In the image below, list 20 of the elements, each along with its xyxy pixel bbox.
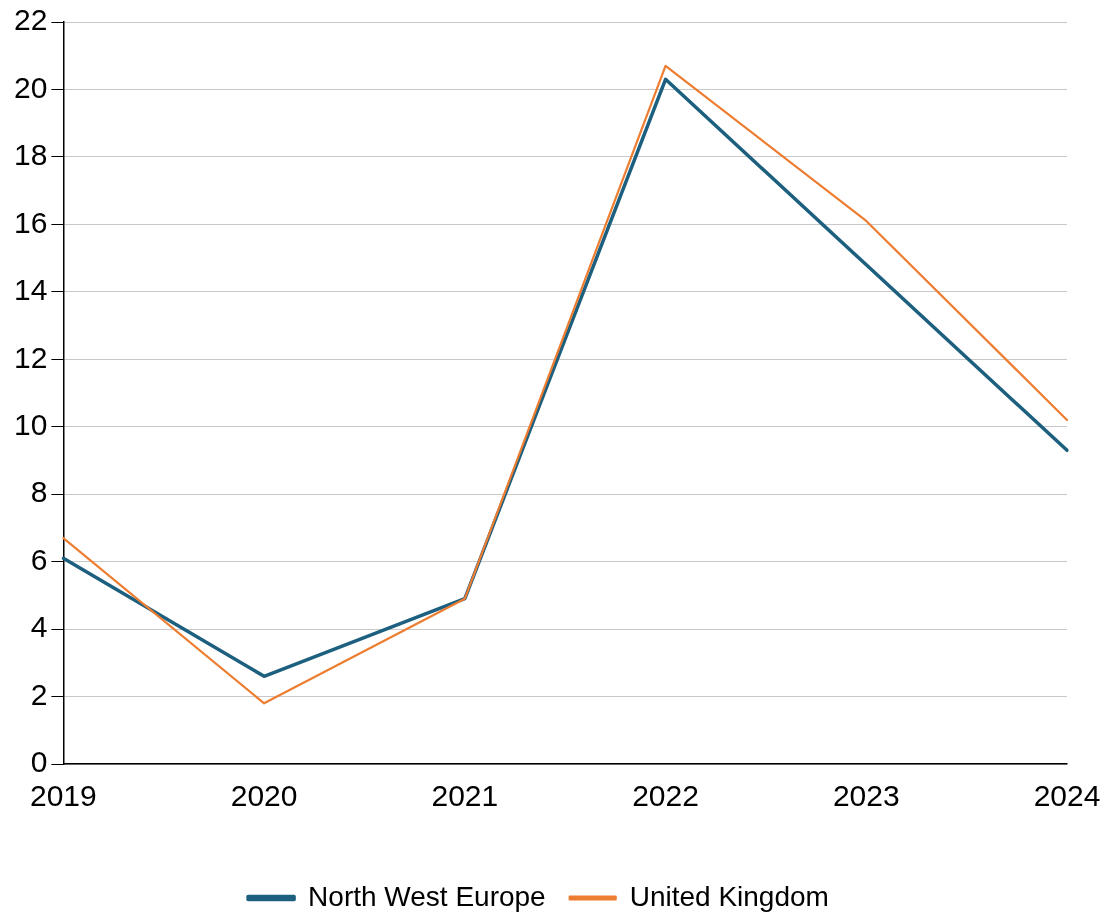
x-tick-label: 2022 <box>632 779 699 813</box>
y-tick-label: 18 <box>13 138 48 172</box>
y-tick-label: 22 <box>13 3 48 37</box>
legend-label: North West Europe <box>308 880 546 912</box>
y-tick-label: 8 <box>30 475 48 509</box>
legend-label: United Kingdom <box>629 880 829 912</box>
x-tick-label: 2019 <box>29 779 97 813</box>
x-tick-label: 2023 <box>832 779 900 813</box>
y-tick-label: 12 <box>13 340 48 374</box>
y-tick-label: 14 <box>13 273 48 307</box>
y-tick-label: 2 <box>30 677 48 711</box>
x-tick-label: 2021 <box>431 779 499 813</box>
y-tick-label: 4 <box>30 610 48 644</box>
y-tick-label: 20 <box>13 70 48 104</box>
y-tick-label: 16 <box>13 205 48 239</box>
x-tick-label: 2020 <box>230 779 298 813</box>
y-tick-label: 0 <box>30 745 48 779</box>
y-tick-label: 10 <box>13 407 48 441</box>
y-tick-label: 6 <box>30 542 48 576</box>
x-tick-label: 2024 <box>1033 779 1101 813</box>
